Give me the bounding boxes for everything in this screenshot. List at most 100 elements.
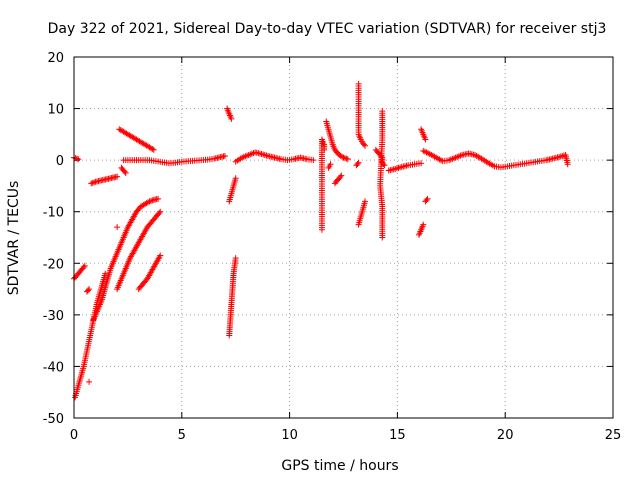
data-point xyxy=(221,153,228,160)
x-tick-label: 20 xyxy=(497,428,514,443)
y-tick-label: 10 xyxy=(47,103,64,118)
grid-layer xyxy=(74,57,613,418)
series-sat-arc-t xyxy=(353,159,362,169)
data-point xyxy=(149,145,156,152)
data-point xyxy=(85,287,92,294)
data-point xyxy=(146,198,153,205)
data-point xyxy=(156,210,163,217)
data-point xyxy=(340,154,347,161)
data-points xyxy=(71,80,571,401)
series-sat-arc-p xyxy=(325,161,334,171)
data-point xyxy=(145,199,152,206)
series-sat-arc-w xyxy=(385,160,425,174)
x-tick-label: 5 xyxy=(178,428,186,443)
data-point xyxy=(155,195,162,202)
data-point xyxy=(232,175,239,182)
x-tick-label: 0 xyxy=(70,428,78,443)
series-sat-arc-ae xyxy=(114,224,121,231)
x-tick-label: 10 xyxy=(281,428,298,443)
y-tick-label: -30 xyxy=(43,309,64,324)
data-point xyxy=(354,161,361,168)
series-sat-arc-s xyxy=(355,198,369,228)
data-point xyxy=(73,155,80,162)
data-point xyxy=(420,221,427,228)
x-axis-label: GPS time / hours xyxy=(281,458,398,474)
y-tick-label: 20 xyxy=(47,51,64,66)
series-sat-arc-l xyxy=(226,255,239,339)
data-point xyxy=(422,136,429,143)
tick-layer: 0 5 10 15 20 25 20 10 0 -10 -20 -30 -40 -50 xyxy=(43,51,622,443)
data-point xyxy=(88,180,95,187)
series-sat-arc-h xyxy=(118,164,129,177)
data-point xyxy=(150,146,157,153)
data-point xyxy=(102,270,109,277)
series-sat-arc-ad xyxy=(86,378,93,385)
series-sat-arc-i xyxy=(120,153,228,167)
y-axis-label: SDTVAR / TECUs xyxy=(6,181,22,296)
series-sat-arc-a xyxy=(72,270,109,401)
series-sat-arc-j xyxy=(224,105,235,122)
data-point xyxy=(321,146,328,153)
data-point xyxy=(381,162,388,169)
x-tick-label: 25 xyxy=(605,428,622,443)
series-sat-arc-n xyxy=(318,136,328,233)
y-tick-label: -20 xyxy=(43,257,64,272)
chart-title: Day 322 of 2021, Sidereal Day-to-day VTE… xyxy=(48,21,607,37)
data-point xyxy=(86,378,93,385)
data-point xyxy=(147,197,154,204)
data-point xyxy=(379,234,386,241)
data-point xyxy=(157,208,164,215)
data-point xyxy=(75,156,82,163)
data-point xyxy=(114,224,121,231)
data-point xyxy=(424,195,431,202)
data-point xyxy=(360,141,367,148)
data-point xyxy=(89,179,96,186)
data-point xyxy=(362,198,369,205)
series-sat-arc-q xyxy=(331,172,345,187)
series-sat-arc-ac xyxy=(83,286,93,295)
data-point xyxy=(91,179,98,186)
series-sat-arc-b xyxy=(71,262,88,282)
data-point xyxy=(344,156,351,163)
data-point xyxy=(327,161,334,168)
series-sat-arc-y xyxy=(415,221,427,238)
y-tick-label: 0 xyxy=(56,154,64,169)
data-point xyxy=(122,170,129,177)
series-sat-arc-v xyxy=(377,108,386,241)
series-sat-arc-c xyxy=(88,173,121,187)
series-sat-arc-aa xyxy=(420,147,571,171)
data-point xyxy=(362,142,369,149)
data-point xyxy=(310,157,317,164)
data-point xyxy=(564,161,571,168)
series-sat-arc-e xyxy=(114,208,164,293)
series-sat-arc-k xyxy=(226,175,239,205)
series-sat-arc-x xyxy=(418,126,429,143)
data-point xyxy=(423,197,430,204)
data-point xyxy=(232,255,239,262)
series-sat-arc-r xyxy=(355,80,369,149)
data-point xyxy=(114,173,121,180)
data-point xyxy=(157,252,164,259)
series-sat-arc-ab xyxy=(71,154,82,163)
data-point xyxy=(338,172,345,179)
plot-frame xyxy=(73,56,614,419)
data-point xyxy=(418,160,425,167)
series-sat-arc-z xyxy=(422,195,431,205)
data-point xyxy=(72,155,79,162)
data-point xyxy=(228,115,235,122)
data-point xyxy=(343,155,350,162)
data-point xyxy=(81,262,88,269)
data-point xyxy=(355,159,362,166)
data-point xyxy=(86,286,93,293)
series-sat-arc-o xyxy=(323,118,351,163)
data-point xyxy=(80,264,87,271)
y-tick-label: -40 xyxy=(43,360,64,375)
x-tick-label: 15 xyxy=(389,428,406,443)
series-sat-arc-f xyxy=(135,252,164,293)
series-sat-arc-m xyxy=(232,149,317,165)
data-point xyxy=(121,168,128,175)
data-point xyxy=(149,197,156,204)
data-point xyxy=(339,153,346,160)
data-point xyxy=(341,155,348,162)
series-sat-arc-d xyxy=(90,195,162,324)
